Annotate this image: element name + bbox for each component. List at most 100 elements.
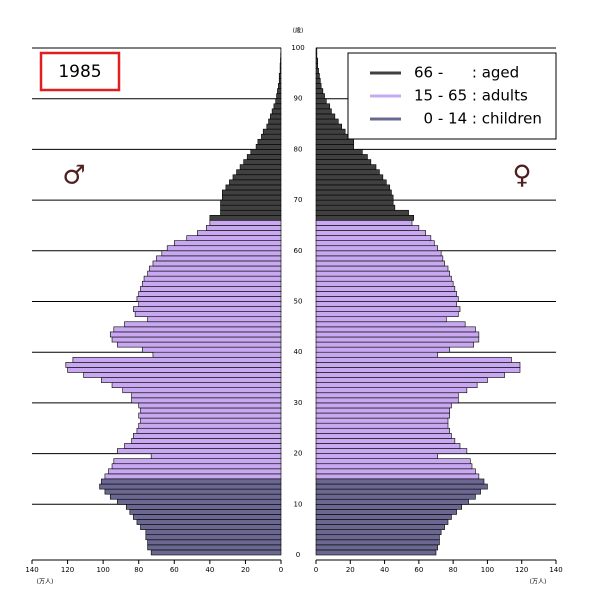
male-bar — [141, 346, 282, 353]
male-bar — [134, 311, 282, 318]
x-tick-label: 100 — [481, 566, 494, 574]
female-bar — [315, 83, 322, 89]
female-bar — [315, 509, 457, 515]
female-bar — [315, 473, 480, 480]
female-bar — [315, 341, 475, 348]
female-bar — [315, 362, 521, 368]
female-bar — [315, 402, 452, 409]
female-bar — [315, 138, 355, 145]
x-tick-label: 0 — [314, 566, 318, 574]
female-bar — [315, 493, 476, 500]
female-bar — [315, 331, 480, 338]
legend-label: 0 - 14 : children — [414, 110, 542, 128]
female-bar — [315, 265, 449, 272]
female-bar — [315, 260, 445, 267]
male-bar — [225, 184, 282, 191]
male-bar — [209, 220, 282, 226]
female-bar — [315, 427, 451, 434]
x-tick-label: 80 — [449, 566, 458, 574]
male-bar — [113, 458, 282, 465]
female-bar — [315, 62, 319, 69]
male-bar — [113, 326, 282, 333]
female-bar — [315, 179, 387, 186]
x-tick-label: 40 — [205, 566, 214, 574]
male-bar — [220, 204, 282, 211]
female-bar — [315, 245, 439, 252]
female-bar — [315, 534, 440, 541]
female-bar — [315, 346, 451, 353]
male-bar — [261, 133, 282, 140]
female-bar — [315, 372, 505, 378]
female-bar — [315, 351, 439, 358]
male-bar — [129, 509, 282, 515]
female-bar — [315, 453, 439, 459]
male-bar — [149, 265, 282, 272]
female-bar — [315, 529, 442, 536]
y-tick-label: 50 — [294, 298, 303, 306]
female-bar — [315, 204, 396, 211]
male-bar — [278, 73, 282, 79]
male-bar — [117, 448, 282, 454]
male-bar — [101, 377, 282, 383]
male-bar — [278, 78, 282, 84]
male-bar — [138, 291, 282, 297]
y-tick-label: 10 — [294, 500, 303, 508]
male-bar — [239, 164, 282, 170]
x-tick-label: 20 — [241, 566, 250, 574]
female-bar — [315, 184, 391, 191]
male-bar — [111, 463, 282, 470]
female-bar — [315, 524, 445, 530]
male-bar — [133, 433, 282, 439]
female-bar — [315, 433, 452, 439]
female-bar — [315, 164, 377, 170]
female-bar — [315, 133, 351, 140]
y-tick-label: 90 — [294, 95, 303, 103]
legend-label: 66 - : aged — [414, 64, 519, 82]
female-bar — [315, 73, 320, 79]
male-bar — [270, 113, 282, 120]
female-bar — [315, 514, 452, 520]
male-bar — [278, 83, 282, 89]
female-bar — [315, 123, 343, 130]
female-bar — [315, 392, 459, 399]
female-bar — [315, 382, 478, 388]
chart-title: 1985 — [58, 62, 101, 82]
male-bar — [138, 402, 282, 409]
y-tick-label: 40 — [294, 348, 303, 356]
bars — [65, 47, 521, 556]
male-bar — [156, 255, 282, 262]
male-bar — [125, 503, 282, 510]
male-bar — [117, 341, 282, 348]
y-tick-label: 100 — [291, 44, 304, 52]
male-bar — [150, 549, 282, 556]
male-bar — [276, 93, 282, 99]
female-bar — [315, 98, 327, 105]
male-bar — [136, 427, 282, 434]
male-bar — [101, 478, 282, 485]
male-bar — [83, 372, 282, 378]
male-bar — [152, 351, 282, 358]
female-bar — [315, 270, 451, 277]
male-bar — [275, 98, 282, 105]
female-bar — [315, 468, 476, 475]
legend-label: 15 - 65 : adults — [414, 87, 528, 105]
male-bar — [271, 108, 282, 115]
male-bar — [255, 144, 282, 150]
male-bar — [122, 387, 282, 394]
female-bar — [315, 189, 392, 196]
female-bar — [315, 478, 485, 485]
male-bar — [140, 417, 282, 424]
female-bar — [315, 483, 488, 490]
y-tick-label: 70 — [294, 196, 303, 204]
male-bar — [131, 438, 282, 444]
female-bar — [315, 93, 325, 99]
male-bar — [246, 154, 282, 160]
male-bar — [138, 301, 282, 307]
x-tick-label: 60 — [414, 566, 423, 574]
y-tick-label: 0 — [296, 551, 300, 559]
male-bar — [266, 123, 282, 130]
female-bar — [315, 225, 420, 231]
female-bar — [315, 387, 468, 394]
